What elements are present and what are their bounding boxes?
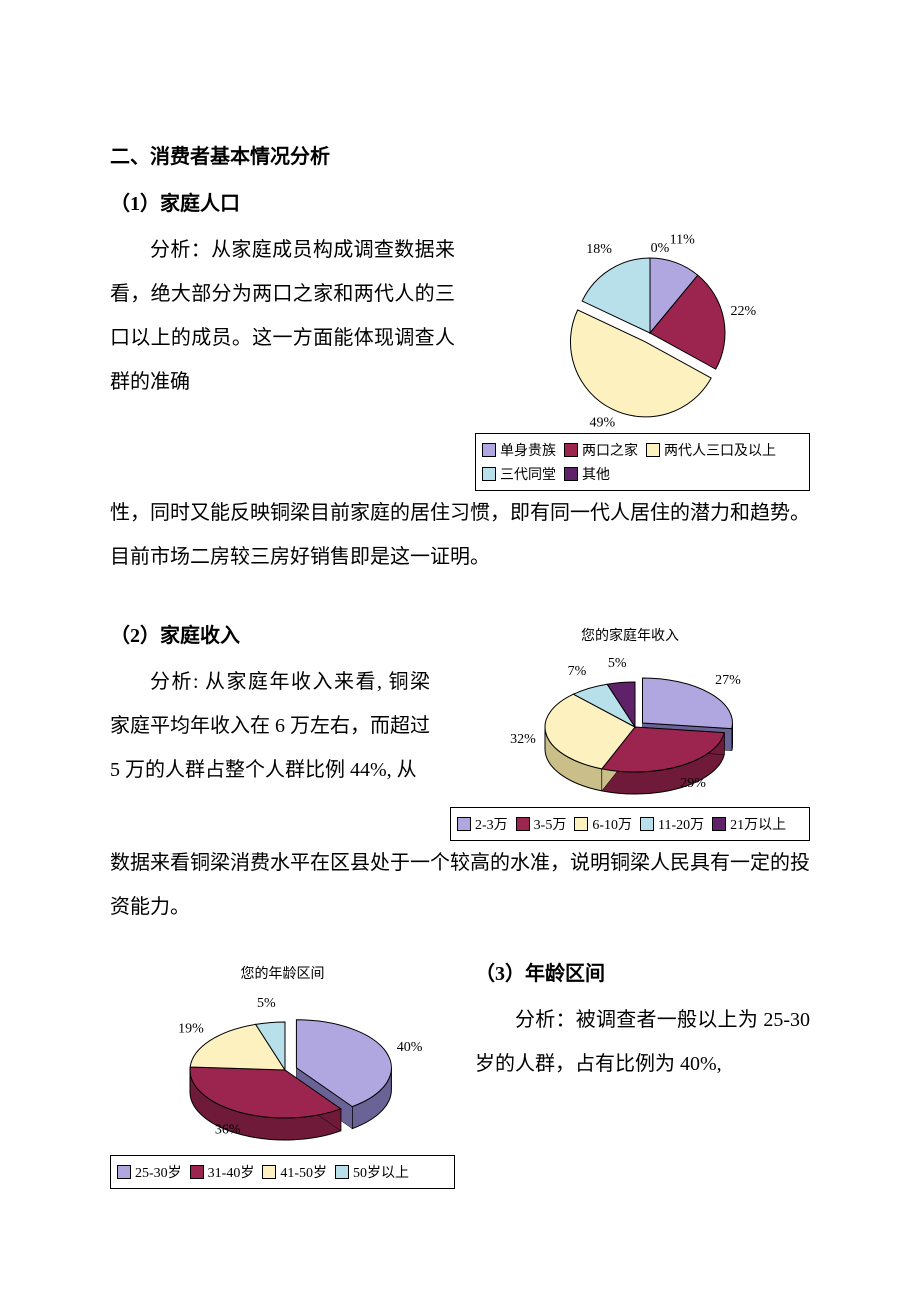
row-1: 分析：从家庭成员构成调查数据来看，绝大部分为两口之家和两代人的三口以上的成员。这…	[110, 228, 810, 491]
subheading-2: （2）家庭收入	[110, 619, 430, 648]
paragraph-2b: 数据来看铜梁消费水平在区县处于一个较高的水准，说明铜梁人民具有一定的投资能力。	[110, 841, 810, 929]
legend-label: 3-5万	[534, 814, 567, 834]
legend-label: 两代人三口及以上	[664, 440, 776, 460]
legend-item: 两代人三口及以上	[646, 440, 776, 460]
legend-swatch	[574, 817, 588, 831]
chart-col-2: 您的家庭年收入 27% 29% 32% 7% 5% 2-3万 3-5万 6-10万 11-20…	[450, 619, 810, 841]
text-col-1: 分析：从家庭成员构成调查数据来看，绝大部分为两口之家和两代人的三口以上的成员。这…	[110, 228, 455, 404]
svg-text:11%: 11%	[670, 233, 695, 248]
legend-swatch	[335, 1165, 349, 1179]
legend-swatch	[516, 817, 530, 831]
legend-label: 41-50岁	[280, 1162, 327, 1182]
text-col-3: （3）年龄区间 分析：被调查者一般以上为 25-30 岁的人群，占有比例为 40…	[475, 957, 810, 1086]
svg-text:32%: 32%	[510, 732, 536, 747]
legend-swatch	[640, 817, 654, 831]
svg-text:49%: 49%	[589, 416, 615, 428]
svg-text:27%: 27%	[715, 673, 741, 688]
pie-chart-age: 40% 36% 19% 5%	[110, 985, 455, 1155]
chart-title-age: 您的年龄区间	[110, 963, 455, 983]
legend-swatch	[262, 1165, 276, 1179]
legend-item: 3-5万	[516, 814, 567, 834]
svg-text:19%: 19%	[178, 1021, 204, 1036]
legend-swatch	[564, 443, 578, 457]
legend-item: 三代同堂	[482, 464, 556, 484]
subheading-1: （1）家庭人口	[110, 187, 810, 216]
legend-age: 25-30岁 31-40岁 41-50岁 50岁以上	[110, 1155, 455, 1189]
legend-item: 41-50岁	[262, 1162, 327, 1182]
block-age: 您的年龄区间 40% 36% 19% 5% 25-30岁 31-40岁 41-50岁 50岁…	[110, 957, 810, 1189]
legend-item: 单身贵族	[482, 440, 556, 460]
svg-text:0%: 0%	[651, 241, 670, 256]
legend-item: 21万以上	[712, 814, 786, 834]
legend-swatch	[646, 443, 660, 457]
paragraph-1b: 性，同时又能反映铜梁目前家庭的居住习惯，即有同一代人居住的潜力和趋势。目前市场二…	[110, 491, 810, 579]
svg-text:36%: 36%	[215, 1123, 241, 1138]
legend-swatch	[190, 1165, 204, 1179]
svg-text:40%: 40%	[397, 1040, 423, 1055]
legend-label: 25-30岁	[135, 1162, 182, 1182]
subheading-3: （3）年龄区间	[475, 957, 810, 986]
legend-swatch	[564, 467, 578, 481]
svg-text:22%: 22%	[730, 304, 756, 319]
legend-item: 31-40岁	[190, 1162, 255, 1182]
legend-income: 2-3万 3-5万 6-10万 11-20万 21万以上	[450, 807, 810, 841]
svg-text:7%: 7%	[568, 664, 587, 679]
block-income: （2）家庭收入 分析: 从家庭年收入来看, 铜梁家庭平均年收入在 6 万左右，而…	[110, 619, 810, 929]
legend-item: 25-30岁	[117, 1162, 182, 1182]
legend-swatch	[457, 817, 471, 831]
legend-label: 2-3万	[475, 814, 508, 834]
paragraph-1a: 分析：从家庭成员构成调查数据来看，绝大部分为两口之家和两代人的三口以上的成员。这…	[110, 228, 455, 404]
section-title: 二、消费者基本情况分析	[110, 140, 810, 169]
paragraph-2a: 分析: 从家庭年收入来看, 铜梁家庭平均年收入在 6 万左右，而超过 5 万的人…	[110, 660, 430, 792]
legend-item: 6-10万	[574, 814, 632, 834]
block-family-size: （1）家庭人口 分析：从家庭成员构成调查数据来看，绝大部分为两口之家和两代人的三…	[110, 187, 810, 579]
legend-label: 单身贵族	[500, 440, 556, 460]
svg-text:5%: 5%	[257, 996, 276, 1011]
legend-label: 6-10万	[592, 814, 632, 834]
legend-item: 2-3万	[457, 814, 508, 834]
paragraph-3: 分析：被调查者一般以上为 25-30 岁的人群，占有比例为 40%,	[475, 998, 810, 1086]
legend-label: 21万以上	[730, 814, 786, 834]
legend-item: 其他	[564, 464, 610, 484]
chart-title-income: 您的家庭年收入	[450, 625, 810, 645]
svg-text:5%: 5%	[608, 656, 627, 671]
chart-col-1: 11% 22% 49% 18% 0% 单身贵族 两口之家 两代人三口及以上三代同堂 其他	[475, 228, 810, 491]
legend-item: 两口之家	[564, 440, 638, 460]
legend-family-size: 单身贵族 两口之家 两代人三口及以上三代同堂 其他	[475, 433, 810, 491]
text-col-2: （2）家庭收入 分析: 从家庭年收入来看, 铜梁家庭平均年收入在 6 万左右，而…	[110, 619, 430, 792]
svg-text:29%: 29%	[680, 776, 706, 791]
legend-label: 50岁以上	[353, 1162, 409, 1182]
svg-text:18%: 18%	[586, 242, 612, 257]
legend-swatch	[117, 1165, 131, 1179]
legend-item: 11-20万	[640, 814, 704, 834]
legend-label: 11-20万	[658, 814, 704, 834]
legend-label: 其他	[582, 464, 610, 484]
legend-swatch	[482, 443, 496, 457]
row-2: （2）家庭收入 分析: 从家庭年收入来看, 铜梁家庭平均年收入在 6 万左右，而…	[110, 619, 810, 841]
document-page: 二、消费者基本情况分析 （1）家庭人口 分析：从家庭成员构成调查数据来看，绝大部…	[0, 0, 920, 1277]
legend-item: 50岁以上	[335, 1162, 409, 1182]
legend-label: 三代同堂	[500, 464, 556, 484]
chart-col-3: 您的年龄区间 40% 36% 19% 5% 25-30岁 31-40岁 41-50岁 50岁…	[110, 957, 455, 1189]
pie-chart-family-size: 11% 22% 49% 18% 0%	[475, 228, 810, 433]
legend-swatch	[712, 817, 726, 831]
legend-label: 31-40岁	[208, 1162, 255, 1182]
legend-swatch	[482, 467, 496, 481]
pie-chart-income: 27% 29% 32% 7% 5%	[450, 647, 810, 807]
row-3: 您的年龄区间 40% 36% 19% 5% 25-30岁 31-40岁 41-50岁 50岁…	[110, 957, 810, 1189]
legend-label: 两口之家	[582, 440, 638, 460]
